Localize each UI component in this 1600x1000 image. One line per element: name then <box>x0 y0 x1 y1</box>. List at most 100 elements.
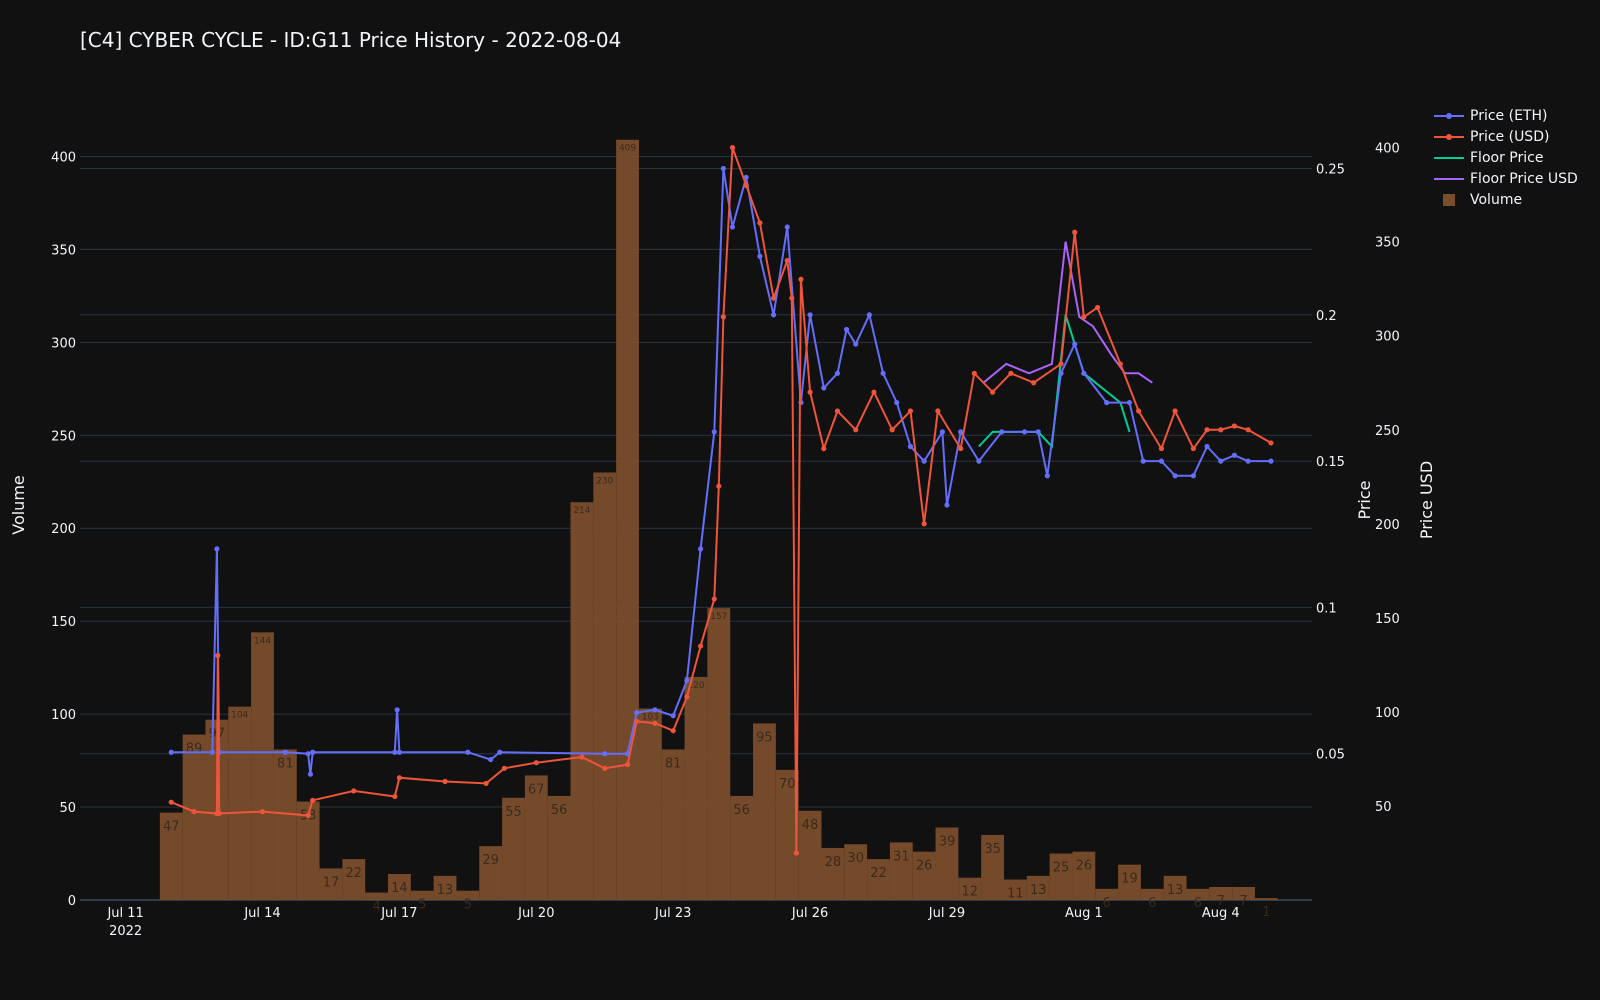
price-usd-point <box>259 808 266 815</box>
x-tick-label: Jul 17 <box>380 906 417 921</box>
volume-bar-label: 7 <box>1217 894 1225 909</box>
x-tick-label: Jul 29 <box>928 906 965 921</box>
price-usd-point <box>624 761 631 768</box>
legend-label-floor-price: Floor Price <box>1470 149 1544 166</box>
y-left-tick-label: 50 <box>59 801 76 816</box>
volume-bar-label: 144 <box>254 636 271 646</box>
legend-item-floor-price[interactable]: Floor Price <box>1434 147 1578 168</box>
y-left-tick-label: 150 <box>51 615 76 630</box>
volume-bar <box>1026 875 1050 900</box>
price-usd-point <box>216 810 222 817</box>
price-usd-point <box>871 389 877 395</box>
price-usd-point <box>501 765 507 771</box>
price-eth-point <box>1245 458 1251 464</box>
volume-bar <box>684 676 708 900</box>
volume-bar <box>456 890 480 900</box>
volume-bar <box>479 846 503 900</box>
volume-bar <box>1209 886 1233 900</box>
price-usd-point <box>711 596 717 602</box>
price-eth-point <box>1158 458 1165 464</box>
volume-bar <box>547 795 571 900</box>
volume-bar-label: 157 <box>710 612 727 622</box>
legend-swatch-eth-icon <box>1434 110 1464 122</box>
volume-bar-label: 55 <box>505 805 522 820</box>
x-tick-label: Jul 26 <box>791 906 828 921</box>
legend-item-floor-price-usd[interactable]: Floor Price USD <box>1434 168 1578 189</box>
y-price-tick-label: 0.2 <box>1316 309 1337 324</box>
volume-bar-label: 6 <box>1148 896 1156 911</box>
price-usd-point <box>483 780 489 786</box>
legend-swatch-floor-usd-icon <box>1434 173 1464 185</box>
volume-bar-label: 214 <box>573 506 590 516</box>
y-usd-axis-label: Price USD <box>1417 461 1436 539</box>
legend-item-price-usd[interactable]: Price (USD) <box>1434 126 1578 147</box>
volume-bar <box>1163 875 1187 900</box>
volume-bar-label: 103 <box>642 713 659 723</box>
volume-bar <box>867 859 890 900</box>
price-usd-point <box>1158 445 1165 452</box>
volume-bar <box>433 875 457 900</box>
price-eth-point <box>1172 473 1178 479</box>
legend-item-price-eth[interactable]: Price (ETH) <box>1434 105 1578 126</box>
price-eth-point <box>1218 458 1224 464</box>
volume-bar-label: 5 <box>464 898 472 913</box>
price-usd-point <box>697 643 704 649</box>
y-usd-tick-label: 300 <box>1375 330 1400 345</box>
volume-bar-label: 4 <box>372 900 380 915</box>
price-usd-point <box>971 370 977 376</box>
price-eth-point <box>1058 370 1064 376</box>
x-tick-label: Aug 1 <box>1065 906 1103 921</box>
price-eth-point <box>743 174 749 180</box>
price-usd-point <box>670 728 676 734</box>
volume-bar <box>1186 888 1210 900</box>
volume-bar <box>1254 898 1278 900</box>
price-eth-point <box>1081 370 1087 376</box>
legend-item-volume[interactable]: Volume <box>1434 189 1578 210</box>
volume-bar-label: 39 <box>939 835 956 850</box>
price-usd-point <box>1245 427 1251 433</box>
price-usd-point <box>889 427 895 433</box>
volume-bar <box>821 847 845 900</box>
price-eth-point <box>1231 452 1238 458</box>
y-price-tick-label: 0.25 <box>1316 163 1345 178</box>
price-usd-point <box>1094 304 1101 311</box>
price-eth-point <box>907 443 914 450</box>
volume-bar <box>1232 886 1255 900</box>
x-tick-label: Jul 20 <box>517 906 554 921</box>
price-usd-point <box>442 778 448 785</box>
price-usd-point <box>720 314 726 320</box>
price-eth-point <box>1035 429 1041 435</box>
price-usd-point <box>729 145 736 151</box>
volume-bar <box>365 892 388 900</box>
price-eth-point <box>282 749 288 755</box>
volume-bar-label: 31 <box>893 849 910 864</box>
price-usd-point <box>743 182 749 188</box>
volume-bar-label: 89 <box>186 742 203 757</box>
price-eth-point <box>168 749 174 755</box>
y-left-axis-label: Volume <box>9 475 28 535</box>
volume-bar-label: 120 <box>687 681 704 691</box>
volume-bar-label: 12 <box>962 885 979 900</box>
volume-bar <box>958 877 982 900</box>
price-eth-point <box>821 385 827 391</box>
price-usd-point <box>853 427 859 433</box>
volume-bar-label: 6 <box>1194 896 1202 911</box>
x-tick-label: Aug 4 <box>1202 906 1240 921</box>
price-usd-point <box>1231 423 1238 429</box>
price-eth-point <box>1021 429 1028 435</box>
price-eth-point <box>1072 341 1078 347</box>
y-left-tick-label: 100 <box>51 708 76 723</box>
price-usd-point <box>770 295 777 301</box>
volume-bar-label: 56 <box>733 803 750 818</box>
price-usd-point <box>392 793 398 800</box>
price-usd-point <box>1268 440 1274 446</box>
volume-bar <box>1004 879 1027 900</box>
volume-bar-label: 13 <box>1030 883 1047 898</box>
volume-bar-label: 104 <box>231 711 248 721</box>
price-eth-point <box>807 312 813 318</box>
volume-bar <box>524 775 548 900</box>
volume-bar <box>159 812 183 900</box>
price-usd-point <box>834 408 841 414</box>
price-eth-point <box>1204 443 1210 450</box>
price-usd-point <box>793 850 799 856</box>
